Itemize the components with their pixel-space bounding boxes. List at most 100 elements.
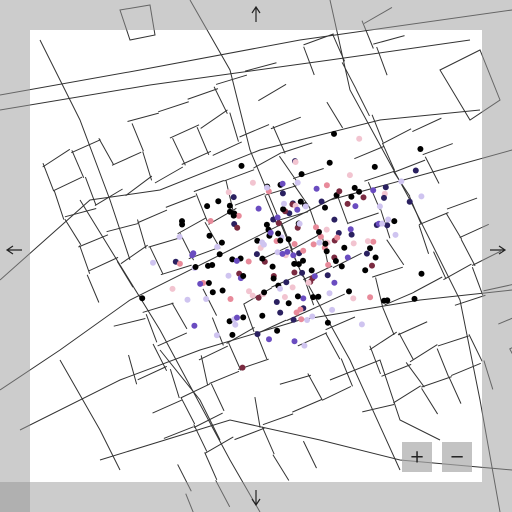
case-marker	[292, 159, 299, 165]
street	[375, 277, 384, 308]
case-marker	[310, 294, 317, 301]
case-marker	[347, 226, 354, 233]
case-marker	[344, 254, 351, 261]
case-marker	[234, 224, 241, 231]
case-marker	[207, 218, 214, 224]
street	[154, 166, 184, 184]
case-marker	[381, 297, 388, 304]
case-marker	[297, 198, 304, 205]
street	[78, 234, 109, 248]
pan-up[interactable]	[251, 5, 261, 22]
case-marker	[176, 233, 183, 240]
case-marker	[351, 184, 358, 191]
street	[258, 83, 287, 102]
case-marker	[356, 188, 363, 195]
zoom-out-background[interactable]	[442, 442, 472, 472]
street	[120, 244, 148, 265]
case-marker	[370, 238, 377, 245]
case-marker	[205, 262, 211, 269]
street	[200, 355, 209, 386]
case-marker	[215, 198, 222, 205]
street	[418, 212, 449, 226]
street	[376, 46, 388, 76]
case-marker	[277, 285, 283, 292]
street	[169, 369, 180, 399]
case-marker	[384, 222, 391, 229]
pan-right[interactable]	[490, 245, 507, 255]
street	[337, 195, 349, 225]
street	[113, 318, 146, 327]
zoom-out-button[interactable]: −	[442, 442, 472, 472]
street	[254, 397, 261, 428]
case-marker	[291, 338, 298, 345]
case-marker	[341, 244, 348, 251]
case-marker	[310, 241, 317, 248]
street	[204, 452, 218, 481]
case-marker	[379, 220, 386, 227]
street	[98, 138, 114, 165]
street	[142, 302, 174, 313]
pan-left[interactable]	[5, 245, 22, 255]
street	[448, 376, 462, 404]
case-marker	[376, 203, 383, 210]
case-marker	[309, 313, 316, 320]
case-marker	[392, 231, 399, 238]
case-marker	[273, 299, 280, 305]
street	[397, 321, 428, 336]
street	[137, 209, 168, 224]
case-marker	[331, 216, 338, 223]
street	[393, 385, 421, 404]
case-marker	[362, 267, 369, 274]
pan-down[interactable]	[251, 490, 261, 507]
street	[152, 343, 168, 372]
street	[292, 399, 322, 413]
street	[253, 152, 282, 169]
case-marker	[192, 264, 199, 270]
street	[193, 412, 223, 428]
case-marker	[356, 135, 363, 142]
case-marker	[225, 272, 232, 279]
street	[409, 344, 438, 363]
case-marker	[229, 331, 236, 338]
case-marker	[259, 255, 266, 262]
street	[384, 291, 415, 306]
street	[19, 289, 512, 431]
zoom-in-label[interactable]: +	[409, 447, 424, 468]
case-marker	[326, 159, 333, 166]
case-marker	[227, 296, 234, 302]
case-marker	[274, 327, 281, 334]
case-marker	[249, 179, 256, 186]
street	[256, 319, 287, 334]
case-marker	[284, 248, 291, 255]
street	[127, 112, 159, 123]
case-marker	[367, 294, 374, 301]
case-marker	[190, 250, 197, 257]
street	[290, 234, 319, 252]
zoom-in-button[interactable]: +	[402, 442, 432, 472]
case-marker	[406, 198, 413, 205]
case-marker	[363, 250, 370, 257]
zoom-in-background[interactable]	[402, 442, 432, 472]
case-marker	[279, 250, 286, 257]
street	[212, 141, 242, 156]
street	[172, 137, 186, 166]
case-marker	[253, 251, 260, 258]
street	[424, 156, 440, 184]
street	[86, 274, 100, 303]
street	[276, 211, 309, 222]
street	[145, 314, 158, 343]
case-marker	[219, 287, 226, 294]
street	[362, 403, 395, 413]
case-marker	[294, 293, 301, 300]
case-marker	[283, 279, 290, 286]
street	[279, 374, 312, 385]
case-marker	[218, 239, 225, 246]
case-marker	[254, 237, 261, 244]
street	[39, 39, 131, 261]
zoom-out-label[interactable]: −	[449, 447, 464, 468]
street	[329, 359, 441, 441]
street	[421, 376, 452, 388]
case-marker	[313, 224, 319, 231]
street	[196, 127, 210, 156]
